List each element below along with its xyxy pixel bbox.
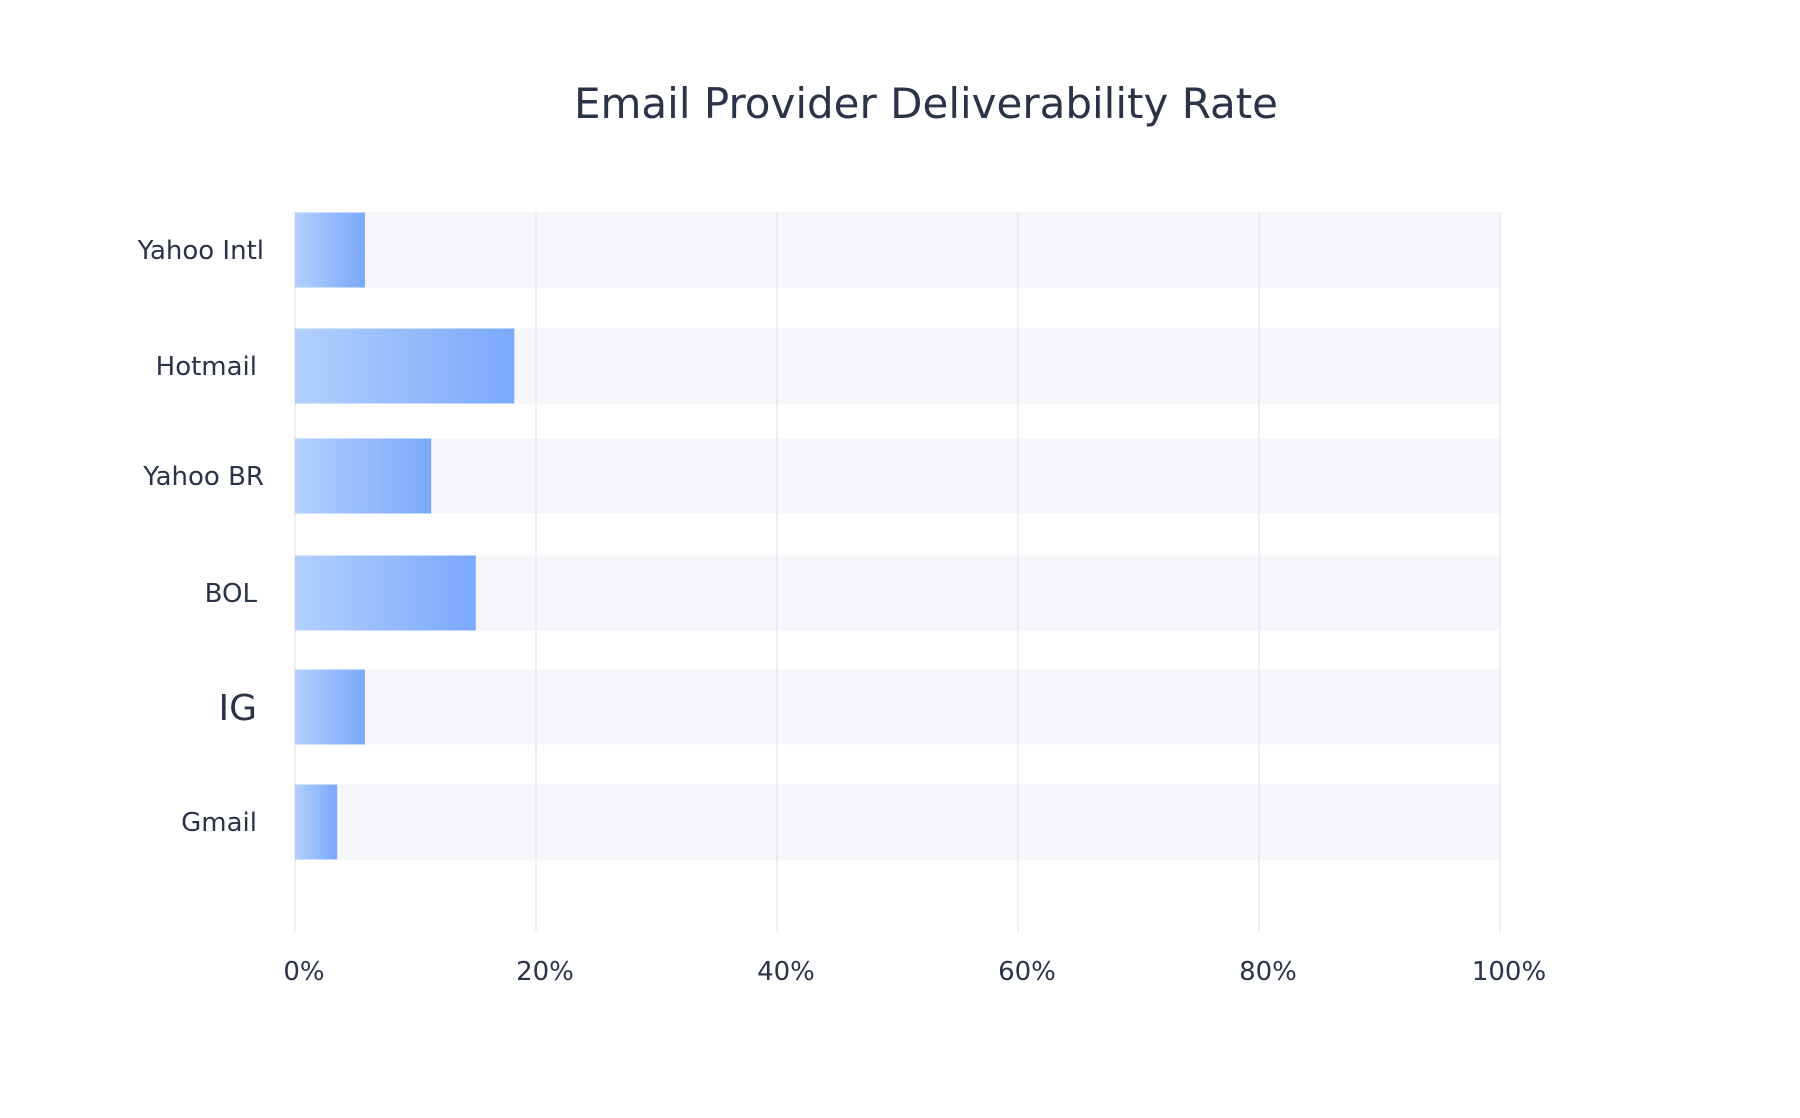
category-label: BOL bbox=[205, 579, 258, 609]
bar bbox=[295, 212, 365, 288]
category-label: Hotmail bbox=[156, 352, 257, 382]
chart-title: Email Provider Deliverability Rate bbox=[574, 79, 1278, 128]
x-tick-label: 100% bbox=[1472, 957, 1546, 987]
bar-track bbox=[295, 438, 1500, 514]
bar bbox=[295, 784, 338, 860]
bar-track bbox=[295, 212, 1500, 288]
x-tick-label: 20% bbox=[516, 957, 574, 987]
bars bbox=[295, 212, 515, 860]
bar-tracks bbox=[295, 212, 1500, 860]
x-tick-label: 40% bbox=[757, 957, 815, 987]
category-label: Yahoo BR bbox=[142, 462, 264, 492]
x-axis-tick-labels: 0% 20% 40% 60% 80% 100% bbox=[283, 957, 1546, 987]
category-label: Gmail bbox=[181, 808, 257, 838]
bar bbox=[295, 438, 432, 514]
bar bbox=[295, 328, 515, 404]
bar-track bbox=[295, 669, 1500, 745]
x-tick-label: 0% bbox=[283, 957, 324, 987]
category-label: Yahoo Intl bbox=[137, 236, 264, 266]
x-tick-label: 80% bbox=[1239, 957, 1297, 987]
x-tick-label: 60% bbox=[998, 957, 1056, 987]
category-labels: Yahoo Intl Hotmail Yahoo BR BOL IG Gmail bbox=[137, 236, 264, 838]
category-label: IG bbox=[218, 688, 257, 729]
bar bbox=[295, 555, 476, 631]
bar-track bbox=[295, 784, 1500, 860]
bar-track bbox=[295, 555, 1500, 631]
bar bbox=[295, 669, 365, 745]
